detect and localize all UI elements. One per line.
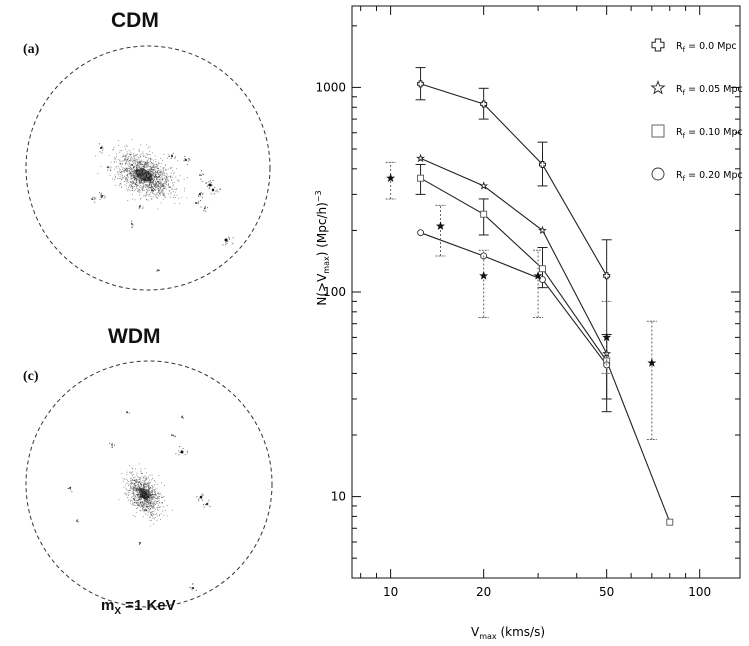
wdm-title: WDM — [108, 325, 161, 348]
y-tick-label: 10 — [331, 490, 346, 504]
star-marker — [416, 153, 425, 163]
cdm-halo-image — [25, 45, 271, 291]
subhalo — [199, 495, 203, 499]
halo-core — [135, 168, 153, 182]
legend-label: Rf = 0.10 Mpc — [676, 127, 743, 140]
subhalo — [139, 542, 141, 544]
wdm-halo-image — [25, 360, 273, 608]
subhalo — [126, 411, 128, 413]
cross-marker — [603, 272, 611, 280]
subhalo — [101, 195, 103, 197]
circle-marker — [651, 167, 665, 181]
chart-ticks: 10 20 50 100 10 100 1000 — [315, 6, 740, 599]
subhalo — [107, 166, 109, 168]
subhalo — [76, 520, 78, 522]
observed-star-marker — [386, 173, 396, 183]
cross-marker — [538, 160, 546, 168]
legend-label: Rf = 0.05 Mpc — [676, 84, 743, 97]
subhalo — [151, 189, 153, 191]
series-line-1 — [420, 157, 608, 354]
cross-marker — [651, 38, 665, 52]
y-tick-label: 1000 — [315, 80, 346, 94]
particles — [67, 412, 211, 591]
subhalo — [157, 269, 159, 271]
error-bars — [415, 67, 612, 413]
chart-legend: Rf = 0.0 Mpc Rf = 0.05 Mpc Rf = 0.10 Mpc Rf… — [650, 38, 743, 183]
subhalo — [139, 205, 141, 207]
wdm-panel-letter: (c) — [23, 369, 39, 384]
subhalo — [185, 159, 187, 161]
vmax-function-chart: 10 20 50 100 10 100 1000 Rf = 0.0 Mpc Rf = 0.05… — [314, 5, 743, 641]
subhalo — [224, 238, 228, 242]
cdm-panel-letter: (a) — [23, 42, 40, 57]
circle-marker — [417, 229, 425, 237]
legend-label: Rf = 0.0 Mpc — [676, 41, 737, 54]
boundary-circle — [25, 45, 271, 291]
circle-marker — [539, 276, 546, 284]
series-lines — [420, 83, 671, 523]
legend-label: Rf = 0.20 Mpc — [676, 170, 743, 183]
observed-star-marker — [533, 271, 543, 280]
x-axis-label: Vmax (kms/s) — [471, 625, 545, 641]
cross-marker — [417, 80, 425, 88]
x-tick-label: 10 — [383, 585, 398, 599]
subhalo — [195, 202, 197, 204]
subhalo — [181, 416, 183, 418]
series-line-0 — [420, 83, 608, 277]
star-marker — [650, 80, 666, 95]
wdm-mass-label: mX =1 KeV — [101, 597, 176, 617]
subhalo — [111, 444, 113, 446]
subhalo — [192, 587, 194, 589]
subhalo — [171, 434, 173, 436]
square-marker — [480, 210, 488, 218]
cross-marker — [480, 100, 488, 108]
subhalo — [171, 155, 173, 157]
y-axis-label: N(>Vmax) (Mpc/h)−3 — [314, 190, 331, 305]
particles — [92, 138, 234, 272]
halo-core — [139, 488, 149, 500]
subhalo — [208, 183, 212, 187]
star-marker — [538, 225, 547, 235]
series-markers — [416, 80, 674, 526]
square-marker — [417, 174, 425, 182]
observed-star-marker — [602, 332, 612, 342]
subhalo — [204, 207, 206, 209]
observed-star-marker — [647, 358, 657, 367]
subhalo — [100, 147, 102, 149]
subhalo — [206, 503, 208, 505]
y-tick-label: 100 — [323, 285, 346, 299]
series-line-3 — [420, 232, 608, 366]
subhalo — [69, 487, 71, 489]
observed-star-marker — [479, 271, 489, 280]
x-tick-label: 20 — [476, 585, 491, 599]
square-marker — [651, 124, 665, 138]
cdm-title: CDM — [111, 9, 159, 32]
square-marker — [539, 265, 546, 273]
boundary-circle — [25, 360, 273, 608]
x-tick-label: 50 — [599, 585, 614, 599]
subhalo — [199, 174, 201, 176]
subhalo — [131, 223, 133, 225]
subhalo — [211, 188, 215, 192]
subhalo — [91, 198, 93, 200]
square-marker — [666, 518, 674, 526]
subhalo — [180, 450, 184, 454]
x-tick-label: 100 — [688, 585, 711, 599]
observed-points — [385, 161, 657, 441]
subhalo — [199, 193, 201, 195]
star-marker — [479, 181, 489, 190]
observed-star-marker — [435, 221, 445, 230]
